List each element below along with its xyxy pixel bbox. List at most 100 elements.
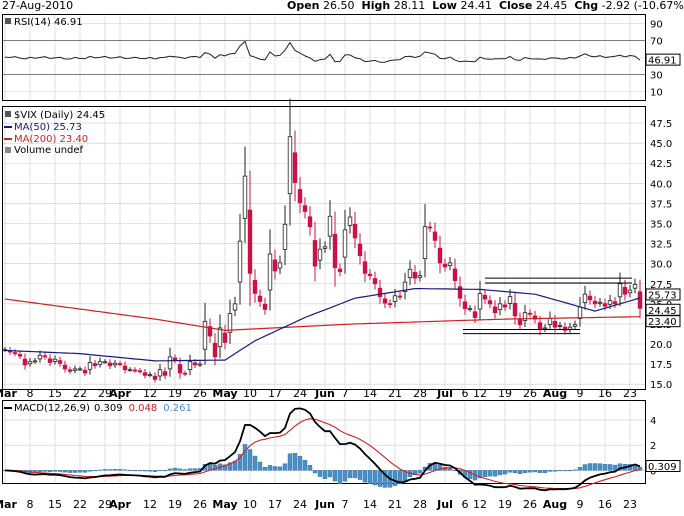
macd-histogram-bar [382,470,388,488]
candle-body [637,291,643,309]
macd-histogram-bar [182,469,188,471]
candle-body [492,306,498,314]
candle-body [377,287,383,298]
rsi-tick-label: 10 [650,88,663,99]
x-axis-label: 28 [413,387,427,400]
macd-histogram-bar [482,470,488,477]
macd-histogram-bar [72,470,78,473]
candle-body [42,355,48,358]
price-legend: $VIX (Daily) 24.45 [14,110,105,121]
candle-body [142,372,148,376]
candle-body [627,289,633,294]
x-axis-label-bottom: 8 [27,498,34,511]
macd-histogram-bar [302,459,308,471]
x-axis-label-bottom: 19 [498,498,512,511]
macd-histogram-bar [402,470,408,481]
candle-body [137,370,143,373]
candle-body [47,358,53,363]
candle-body [512,302,518,317]
candle-body [612,301,618,305]
macd-histogram-bar [122,469,128,471]
macd-histogram-bar [597,463,603,471]
candle-body [587,295,593,301]
price-layer [2,98,643,383]
macd-histogram-bar [437,464,443,471]
rsi-legend: RSI(14) 46.91 [14,17,83,28]
candle-body [32,360,38,363]
macd-histogram-bar [77,470,83,473]
macd-histogram-bar [227,462,233,471]
macd-histogram-bar [242,444,248,471]
x-axis-label: Aug [543,387,567,400]
candle-body [82,369,88,374]
candle-body [187,361,193,370]
price-tick-label: 20.0 [650,340,672,351]
macd-histogram-bar [177,468,183,471]
x-axis-label-bottom: 12 [143,498,157,511]
macd-histogram-bar [282,463,288,471]
x-axis-label: 19 [168,387,182,400]
candle-body [177,364,183,374]
macd-histogram-bar [152,470,158,472]
high-label: High [361,0,391,12]
macd-histogram-bar [287,453,293,471]
macd-histogram-bar [557,470,563,472]
candle-body [322,246,328,249]
macd-histogram-bar [297,456,303,471]
macd-histogram-bar [97,469,103,471]
x-axis-label-bottom: 7 [342,498,349,511]
volume-legend-swatch [5,147,11,153]
candle-body [112,362,118,366]
high-value: 28.11 [393,0,426,12]
macd-histogram-bar [517,470,523,474]
candle-body [562,326,568,331]
candle-body [227,313,233,333]
price-tick-label: 27.5 [650,280,672,291]
candle-body [577,306,583,319]
candle-body [387,303,393,306]
x-axis-label: 12 [473,387,487,400]
candle-body [27,361,33,365]
candle-body [422,226,428,259]
candle-body [407,268,413,279]
candle-body [547,317,553,325]
price-legend-swatch [5,111,11,117]
macd-histogram-bar [67,470,73,473]
macd-histogram-bar [527,470,533,473]
macd-histogram-bar [47,470,53,472]
price-panel [2,106,646,390]
x-axis-label-bottom: 26 [523,498,537,511]
candle-body [97,361,103,365]
candle-body [202,321,208,350]
x-axis-label: 16 [598,387,612,400]
x-axis-label-bottom: 17 [268,498,282,511]
volume-legend: Volume undef [14,145,84,156]
x-axis-label: May [212,387,237,400]
macd-histogram-bar [562,470,568,472]
macd-histogram-bar [247,449,253,471]
candle-body [362,261,368,274]
candle-body [452,268,458,281]
macd-last-value-box [645,459,681,472]
candle-body [402,281,408,292]
candle-body [567,326,573,330]
macd-histogram-bar [142,470,148,472]
close-last-value: 24.45 [648,306,677,317]
candle-body [287,136,293,195]
macd-histogram-bar [42,470,48,472]
header-date: 27-Aug-2010 [2,0,74,12]
macd-histogram-bar [377,470,383,487]
rsi-legend-swatch [5,18,11,24]
macd-legend-hist: 0.261 [163,403,192,414]
candle-body [447,262,453,266]
macd-tick-label: 4 [650,416,656,427]
macd-histogram-bar [347,470,353,479]
macd-histogram-bar [192,468,198,471]
macd-histogram-bar [512,470,518,473]
candle-body [617,283,623,298]
x-axis-label: 15 [48,387,62,400]
macd-histogram-bar [352,470,358,479]
x-axis-label: 10 [243,387,257,400]
candle-body [392,295,398,302]
